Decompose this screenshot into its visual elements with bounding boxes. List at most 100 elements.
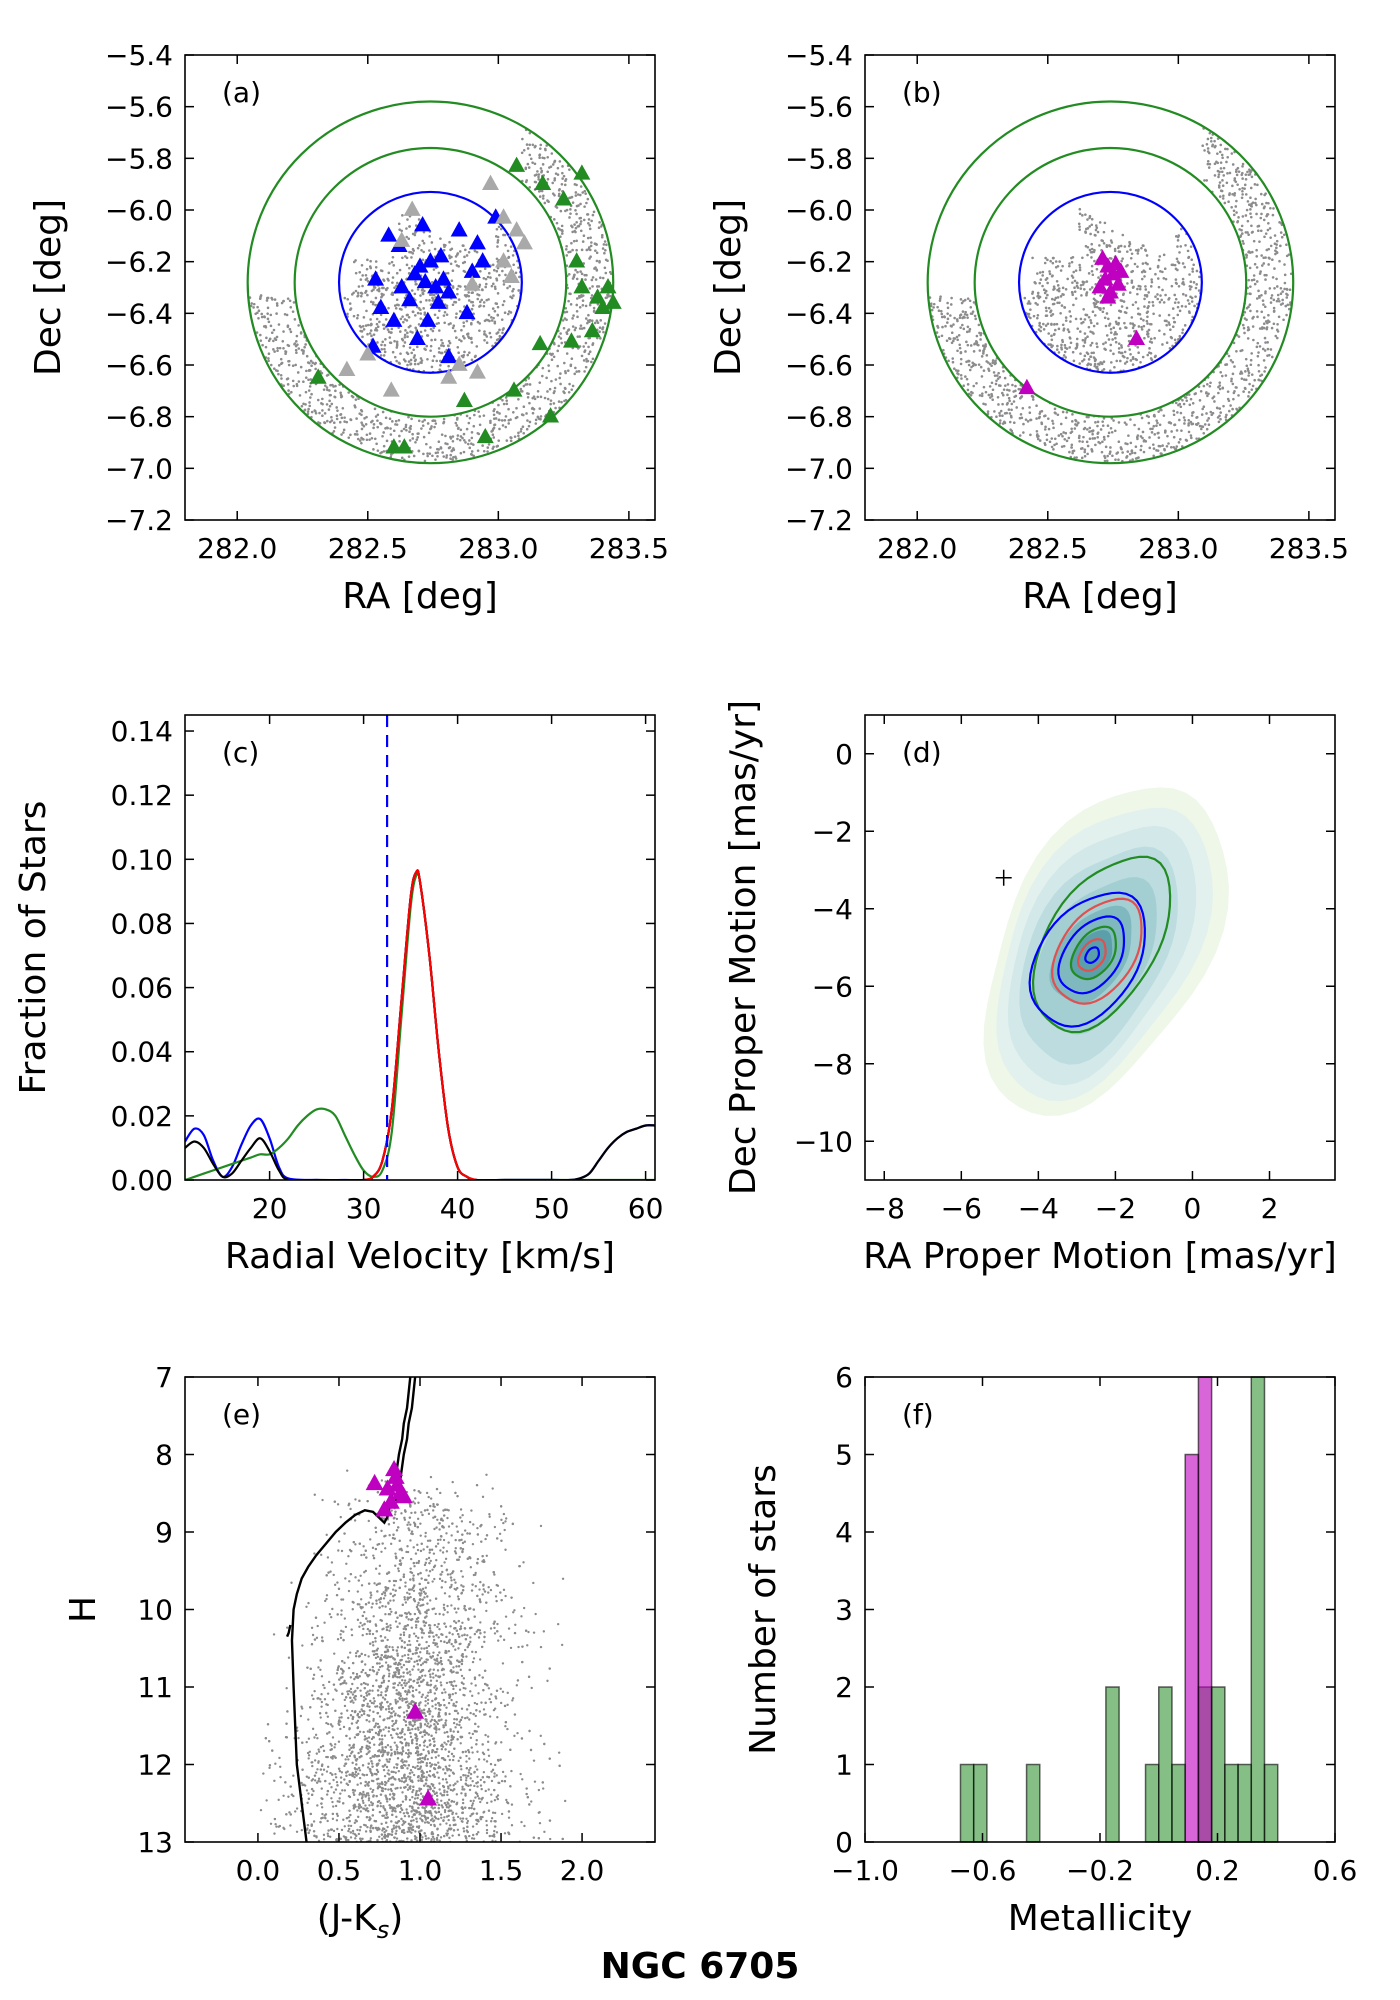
field-star-dot	[578, 193, 582, 197]
field-star-dot	[409, 363, 412, 366]
field-star-dot	[940, 312, 944, 316]
field-star-dot	[431, 419, 434, 423]
field-star-dot	[505, 439, 509, 442]
field-star-dot	[405, 313, 409, 317]
field-star-dot	[391, 350, 395, 354]
field-star-dot	[1136, 292, 1139, 296]
field-star-dot	[515, 415, 519, 419]
field-star-dot	[1075, 456, 1078, 459]
field-star-dot	[564, 398, 568, 402]
field-star-dot	[1139, 448, 1143, 452]
field-star-dot	[476, 449, 480, 452]
field-star-dot	[401, 256, 404, 260]
field-star-dot	[547, 364, 550, 367]
field-star-dot	[326, 419, 329, 423]
field-star-dot	[1075, 423, 1079, 426]
field-star-dot	[360, 427, 364, 431]
field-star-dot	[539, 415, 543, 418]
field-star-dot	[956, 319, 959, 323]
field-star-dot	[1186, 299, 1190, 302]
field-star-dot	[373, 407, 377, 411]
field-star-dot	[585, 357, 588, 361]
field-star-dot	[275, 302, 279, 305]
field-star-dot	[538, 147, 542, 150]
field-star-dot	[1059, 269, 1063, 272]
field-star-dot	[521, 425, 525, 428]
field-star-dot	[486, 318, 490, 322]
field-star-dot	[471, 1751, 474, 1754]
field-star-dot	[1056, 413, 1060, 417]
field-star-dot	[1239, 349, 1242, 353]
field-star-dot	[1183, 265, 1186, 269]
field-star-dot	[371, 419, 374, 423]
field-star-dot	[525, 427, 529, 431]
field-star-dot	[1082, 281, 1086, 284]
field-star-dot	[1177, 403, 1180, 407]
field-star-dot	[1289, 272, 1293, 276]
field-star-dot	[1073, 290, 1077, 293]
field-star-dot	[1138, 287, 1142, 291]
field-star-dot	[470, 341, 474, 344]
field-star-dot	[394, 306, 398, 310]
field-star-dot	[457, 426, 460, 430]
field-star-dot	[966, 383, 970, 386]
field-star-dot	[467, 335, 470, 338]
field-star-dot	[464, 248, 467, 252]
field-star-dot	[1207, 151, 1211, 155]
star-marker-1-10	[414, 216, 432, 232]
field-star-dot	[403, 341, 407, 344]
field-star-dot	[1160, 452, 1163, 456]
field-star-dot	[1032, 314, 1036, 318]
plot-frame	[184, 714, 656, 1181]
field-star-dot	[1236, 220, 1240, 223]
field-star-dot	[1086, 428, 1089, 431]
selection-circle-2	[926, 100, 1295, 465]
field-star-dot	[586, 321, 589, 325]
field-star-dot	[491, 263, 495, 267]
field-star-dot	[1222, 166, 1226, 170]
field-star-dot	[410, 351, 414, 355]
star-marker-1-3	[1109, 275, 1127, 291]
field-star-dot	[403, 333, 407, 337]
field-star-dot	[1281, 290, 1284, 293]
field-star-dot	[502, 233, 505, 237]
field-star-dot	[1187, 256, 1190, 259]
field-star-dot	[1266, 319, 1270, 322]
star-marker-1-20	[419, 311, 437, 327]
field-star-dot	[562, 390, 565, 393]
field-star-dot	[362, 328, 366, 331]
field-star-dot	[501, 328, 505, 331]
x-tick-label-4: 60	[628, 1192, 664, 1225]
field-star-dot	[1044, 289, 1048, 293]
field-star-dot	[528, 401, 531, 405]
field-star-dot	[448, 256, 452, 260]
field-star-dot	[335, 406, 339, 409]
field-star-dot	[372, 448, 375, 451]
field-star-dot	[307, 389, 311, 392]
field-star-dot	[471, 291, 474, 294]
field-star-dot	[266, 306, 270, 310]
field-star-dot	[416, 311, 420, 315]
field-star-dot	[468, 446, 472, 450]
star-marker-1-17	[367, 270, 385, 286]
field-star-dot	[553, 159, 557, 163]
field-star-dot	[481, 288, 484, 292]
field-star-dot	[1255, 248, 1258, 252]
field-star-dot	[1053, 443, 1056, 447]
field-star-dot	[417, 323, 421, 326]
field-star-dot	[1014, 384, 1017, 388]
field-star-dot	[965, 330, 969, 334]
field-star-dot	[1209, 136, 1213, 140]
field-star-dot	[1075, 284, 1079, 288]
field-star-dot	[1093, 248, 1096, 252]
field-star-dot	[356, 294, 360, 297]
star-marker-1-8	[1107, 254, 1125, 271]
star-marker-3-10	[531, 334, 549, 351]
field-star-dot	[304, 343, 307, 346]
field-star-dot	[1253, 282, 1257, 286]
field-star-dot	[1111, 229, 1114, 233]
field-star-dot	[1148, 267, 1152, 271]
field-star-dot	[1125, 456, 1128, 459]
field-star-dot	[275, 335, 279, 339]
field-star-dot	[1249, 292, 1252, 296]
